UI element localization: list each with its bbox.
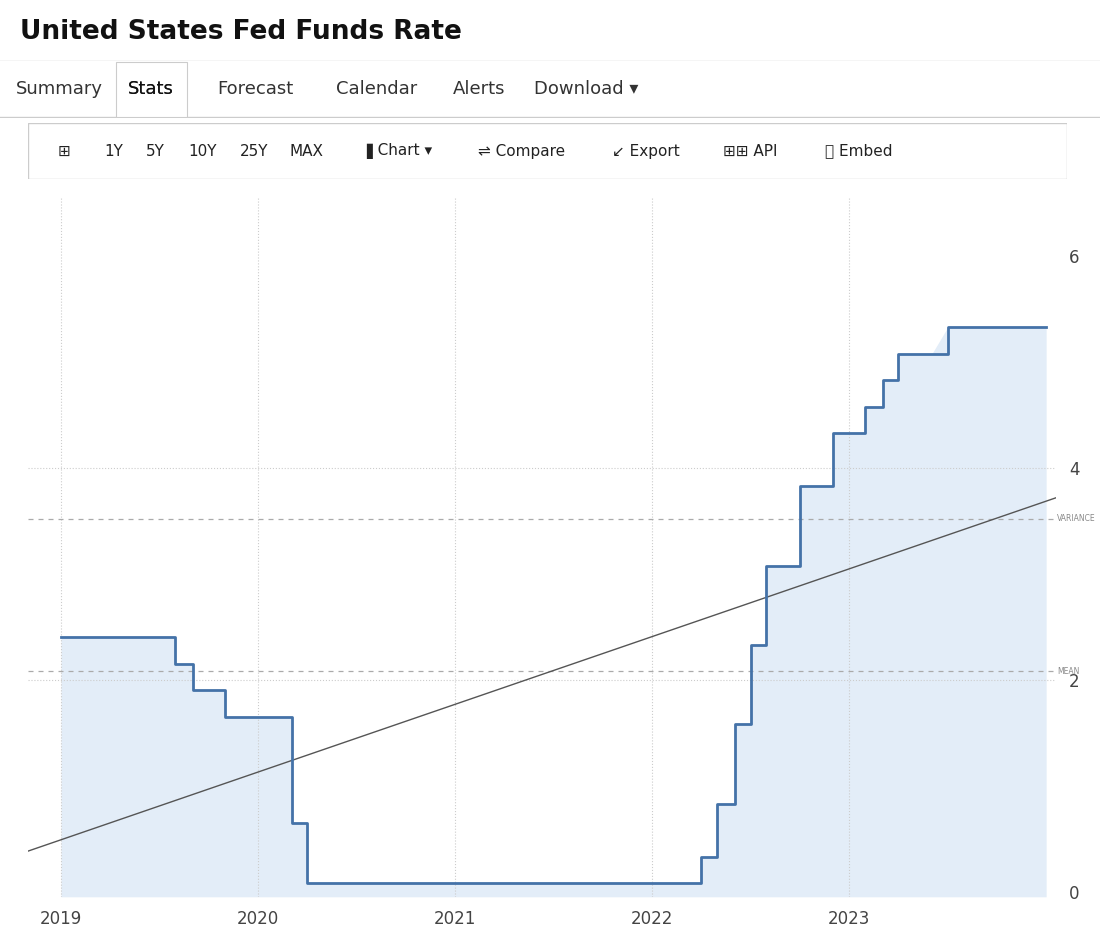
Text: Forecast: Forecast <box>218 79 294 97</box>
Text: Stats: Stats <box>129 79 174 97</box>
Text: MAX: MAX <box>289 143 323 159</box>
Text: 1Y: 1Y <box>104 143 123 159</box>
Text: 🖼 Embed: 🖼 Embed <box>825 143 893 159</box>
Text: ⊞⊞ API: ⊞⊞ API <box>723 143 778 159</box>
Text: Alerts: Alerts <box>453 79 505 97</box>
Text: United States Fed Funds Rate: United States Fed Funds Rate <box>20 19 462 45</box>
Text: MEAN: MEAN <box>1057 666 1079 676</box>
Text: 10Y: 10Y <box>188 143 217 159</box>
Bar <box>116 62 187 117</box>
Text: ↙ Export: ↙ Export <box>612 143 680 159</box>
Text: ▐ Chart ▾: ▐ Chart ▾ <box>361 143 432 159</box>
Text: ⊞: ⊞ <box>57 143 70 159</box>
Text: Stats: Stats <box>129 79 174 97</box>
Text: Calendar: Calendar <box>337 79 417 97</box>
Text: VARIANCE: VARIANCE <box>1057 514 1096 523</box>
Text: 5Y: 5Y <box>146 143 165 159</box>
Text: ⇌ Compare: ⇌ Compare <box>477 143 564 159</box>
Text: Download ▾: Download ▾ <box>535 79 638 97</box>
Text: 25Y: 25Y <box>240 143 268 159</box>
Text: Summary: Summary <box>15 79 103 97</box>
